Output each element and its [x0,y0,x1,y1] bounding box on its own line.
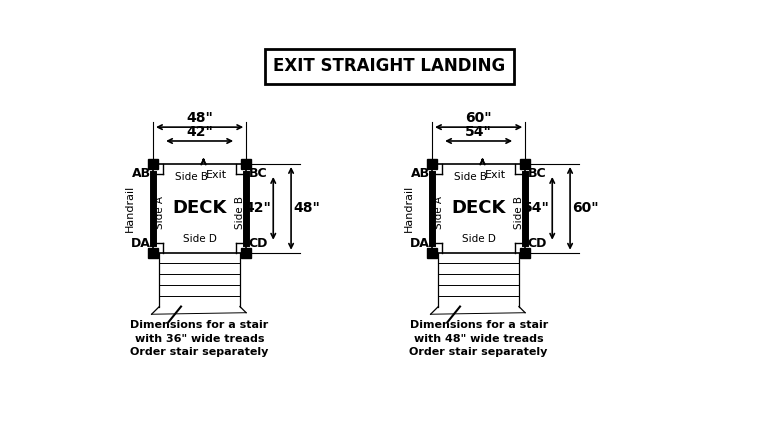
Text: BC: BC [249,167,267,180]
Text: DA: DA [131,236,150,250]
Text: Side D: Side D [182,234,217,244]
Bar [520,248,530,258]
Bar [427,159,437,169]
Text: 54": 54" [523,201,550,215]
Text: Side B: Side B [454,172,487,182]
Bar [148,159,158,169]
Text: DA: DA [410,236,430,250]
Text: Handrail: Handrail [125,185,135,232]
Text: 54": 54" [465,125,492,139]
Text: CD: CD [527,236,547,250]
Text: 60": 60" [465,111,492,125]
Text: 48": 48" [186,111,213,125]
Bar [520,159,530,169]
Text: DECK: DECK [173,199,226,217]
Text: Side A: Side A [434,196,444,229]
Text: DECK: DECK [451,199,506,217]
Text: Side B: Side B [514,196,524,229]
Text: 60": 60" [572,201,599,215]
Bar [241,248,251,258]
Text: Side B: Side B [176,172,208,182]
Text: Exit: Exit [485,170,506,180]
Text: BC: BC [527,167,546,180]
Bar [241,159,251,169]
Text: Side D: Side D [461,234,496,244]
Text: EXIT STRAIGHT LANDING: EXIT STRAIGHT LANDING [274,57,505,75]
Text: Exit: Exit [206,170,227,180]
Text: CD: CD [249,236,268,250]
Text: AB: AB [410,167,430,180]
Bar [148,248,158,258]
Text: Dimensions for a stair
with 36" wide treads
Order stair separately: Dimensions for a stair with 36" wide tre… [131,320,269,357]
Text: 48": 48" [293,201,320,215]
Text: 42": 42" [244,201,271,215]
Bar [427,248,437,258]
Text: Handrail: Handrail [404,185,414,232]
Text: 42": 42" [186,125,213,139]
Text: Dimensions for a stair
with 48" wide treads
Order stair separately: Dimensions for a stair with 48" wide tre… [410,320,548,357]
Text: AB: AB [131,167,150,180]
Text: Side A: Side A [155,196,165,229]
Text: Side B: Side B [235,196,245,229]
